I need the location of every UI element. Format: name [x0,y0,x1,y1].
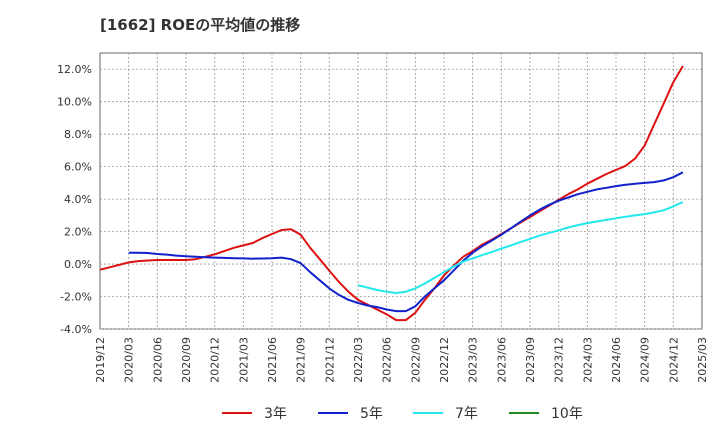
x-tick-label: 2020/03 [123,337,136,383]
y-tick-label: 2.0% [64,226,92,239]
y-tick-label: 12.0% [57,63,92,76]
x-tick-label: 2019/12 [94,337,107,383]
legend-label-3: 10年 [551,406,583,422]
y-tick-label: 6.0% [64,161,92,174]
legend-label-2: 7年 [455,406,478,422]
y-tick-label: -2.0% [60,291,92,304]
x-tick-label: 2021/12 [323,337,336,383]
x-tick-label: 2022/03 [352,337,365,383]
x-tick-label: 2023/03 [467,337,480,383]
series-line-0 [99,65,684,322]
y-tick-label: 0.0% [64,258,92,271]
x-tick-label: 2022/09 [409,337,422,383]
series-lines [99,65,684,322]
x-tick-label: 2023/12 [553,337,566,383]
x-tick-label: 2022/12 [438,337,451,383]
x-tick-label: 2025/03 [696,337,709,383]
x-tick-label: 2021/09 [295,337,308,383]
x-tick-label: 2023/06 [495,337,508,383]
chart-title: [1662] ROEの平均値の推移 [100,16,300,34]
x-tick-label: 2023/09 [524,337,537,383]
x-tick-label: 2020/12 [209,337,222,383]
grid-lines [100,53,702,330]
series-line-1 [128,171,684,313]
legend: 3年 5年 7年 10年 [222,406,583,422]
x-tick-label: 2024/12 [667,337,680,383]
plot-area [99,52,703,330]
series-line-2 [357,201,684,294]
y-tick-label: 4.0% [64,193,92,206]
y-tick-label: 8.0% [64,128,92,141]
y-axis-ticks: -4.0% -2.0% 0.0% 2.0% 4.0% 6.0% 8.0% 10.0% 12.0% [57,63,92,336]
x-tick-label: 2020/09 [180,337,193,383]
y-tick-label: 10.0% [57,96,92,109]
legend-label-0: 3年 [264,406,287,422]
x-axis-ticks: 2019/12 2020/03 2020/06 2020/09 2020/12 2021/… [94,337,709,383]
legend-label-1: 5年 [360,406,383,422]
x-tick-label: 2024/03 [581,337,594,383]
y-tick-label: -4.0% [60,323,92,336]
x-tick-label: 2024/09 [639,337,652,383]
x-tick-label: 2020/06 [151,337,164,383]
x-tick-label: 2022/06 [381,337,394,383]
x-tick-label: 2024/06 [610,337,623,383]
x-tick-label: 2021/03 [237,337,250,383]
x-tick-label: 2021/06 [266,337,279,383]
